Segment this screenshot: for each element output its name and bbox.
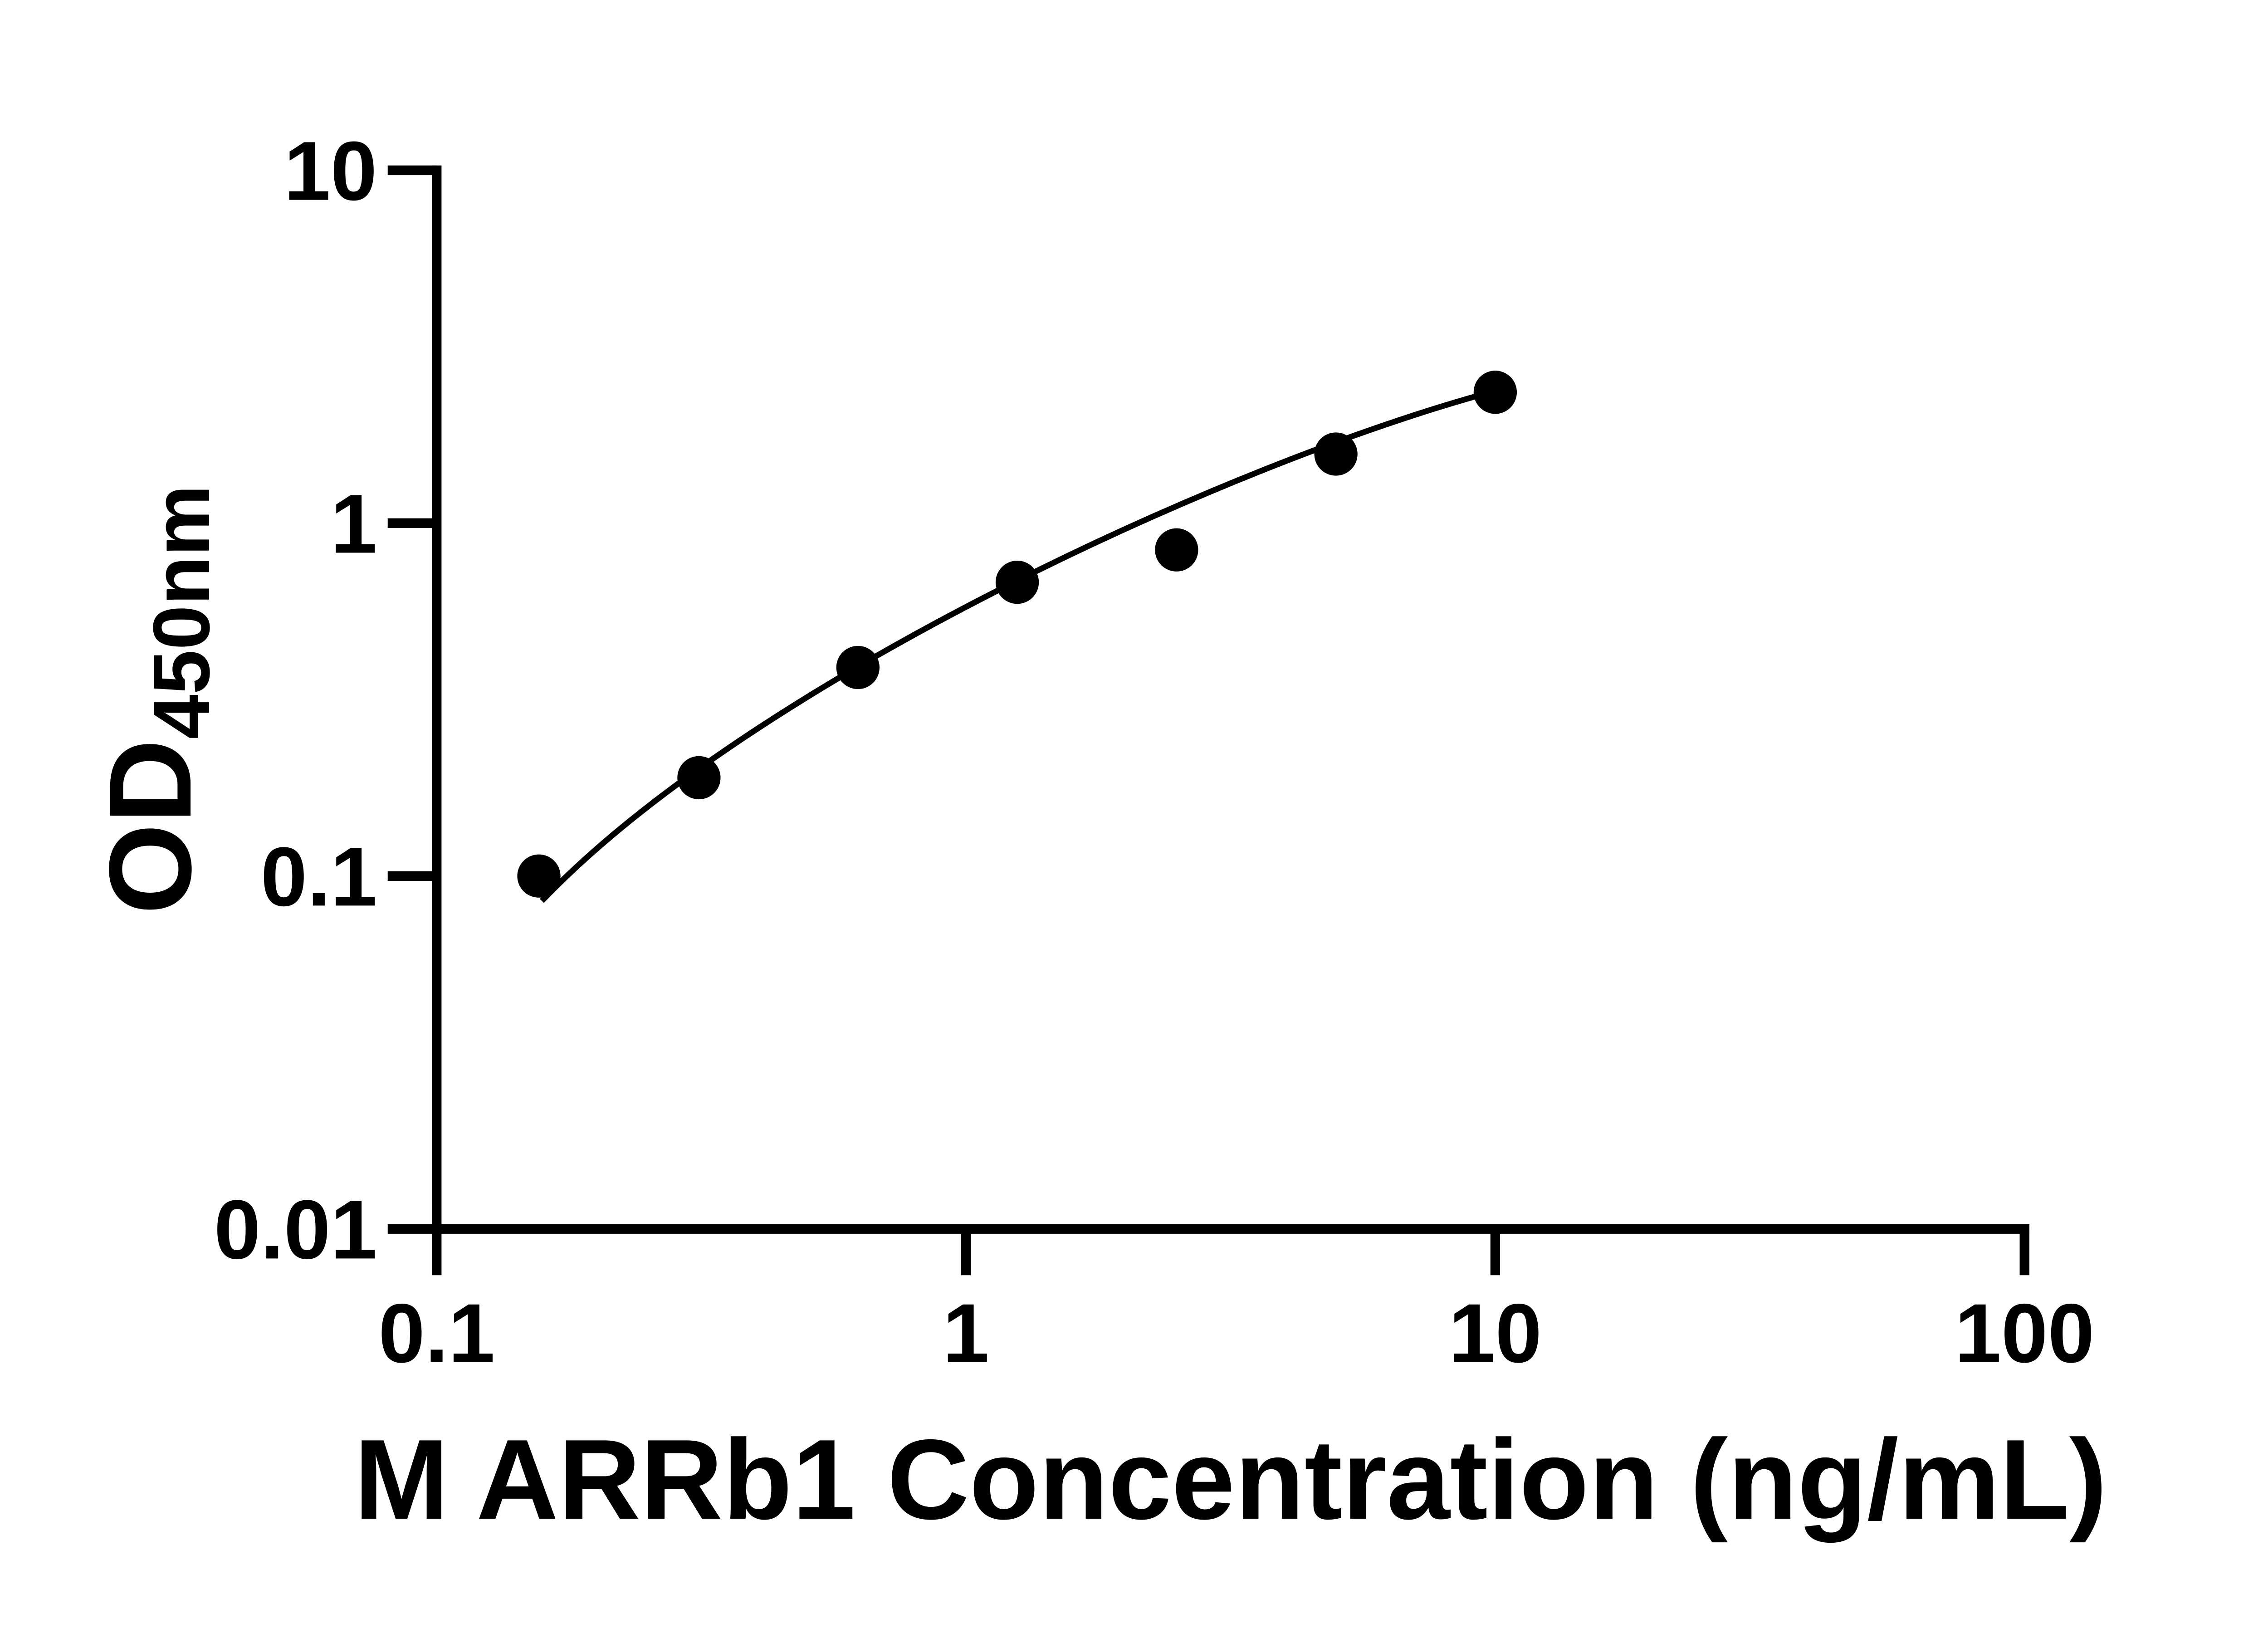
y-axis-title-subscript: 450nm [137, 485, 226, 739]
x-tick-label: 100 [1955, 1287, 2094, 1380]
data-point [995, 561, 1039, 604]
data-point [1155, 528, 1198, 572]
x-tick-label: 10 [1449, 1287, 1542, 1380]
data-point [517, 854, 561, 898]
x-tick-label: 0.1 [378, 1287, 495, 1380]
y-tick-label: 0.01 [214, 1183, 377, 1276]
y-axis-title: OD450nm [85, 485, 226, 914]
y-axis-title-main: OD [85, 739, 215, 914]
data-point [677, 756, 721, 800]
data-point [1473, 371, 1517, 414]
x-axis-title: M ARRb1 Concentration (ng/mL) [354, 1416, 2107, 1543]
y-tick-label: 1 [331, 478, 377, 571]
x-tick-label: 1 [943, 1287, 989, 1380]
data-point [1314, 432, 1358, 476]
y-tick-label: 0.1 [261, 830, 377, 924]
data-point [836, 645, 880, 689]
trend-line [539, 388, 1496, 903]
y-tick-label: 10 [284, 125, 377, 218]
